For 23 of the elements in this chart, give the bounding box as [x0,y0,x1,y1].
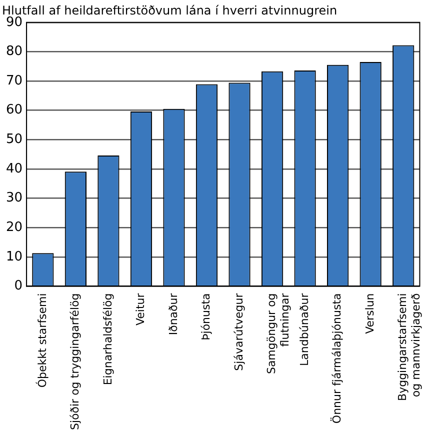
x-tick-label: Þjónusta [200,293,213,340]
y-tick-label: 60 [6,102,23,118]
x-tick-label: Verslun [363,293,376,334]
x-tick-label: Byggingarstarfsemi og mannvirkjagerð [396,292,422,401]
y-tick-label: 80 [6,44,23,60]
y-tick-label: 20 [6,220,23,235]
x-tick-label: Veitur [134,292,148,326]
y-tick-label: 70 [6,73,23,88]
x-tick-label: Óþekkt starfsemi [34,293,49,388]
chart-title: Hlutfall af heildareftirstöðvum lána í hverri atvinnugrein [2,3,338,18]
x-tick-label: Iðnaður [166,292,180,336]
x-tick-label: Landbúnaður [298,292,311,366]
y-tick-label: 50 [6,132,23,148]
y-tick-label: 10 [6,249,23,264]
y-tick-label: 90 [6,14,23,30]
x-tick-label: Samgöngur og flutningar [265,292,292,374]
y-tick-label: 30 [6,190,23,206]
x-tick-label: Eignarhaldsfélög [101,293,114,386]
x-tick-label: Önnur fjármálaþjónusta [330,293,344,424]
y-tick-label: 40 [6,161,23,176]
y-tick-label: 0 [14,278,23,294]
x-tick-label: Sjóðir og tryggingarfélög [68,293,82,430]
x-tick-label: Sjávarútvegur [232,292,246,371]
